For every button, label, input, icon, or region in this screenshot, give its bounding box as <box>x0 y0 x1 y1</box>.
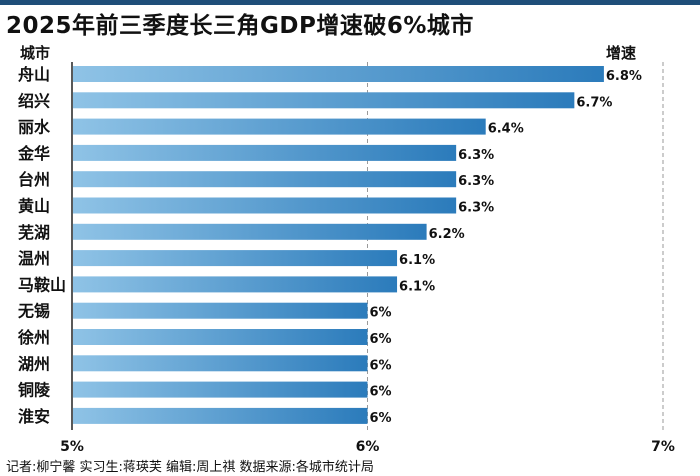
bar-4 <box>73 171 457 188</box>
x-tick-label-2: 7% <box>651 439 675 455</box>
credits-footer: 记者:柳宁馨 实习生:蒋瑛芙 编辑:周上祺 数据来源:各城市统计局 <box>6 460 374 475</box>
value-label-13: 6% <box>370 411 392 426</box>
category-label-6: 芜湖 <box>18 223 50 242</box>
bar-10 <box>73 329 368 345</box>
category-label-9: 无锡 <box>17 302 50 321</box>
x-tick-label-0: 5% <box>60 439 84 455</box>
category-label-5: 黄山 <box>18 197 50 216</box>
bar-7 <box>73 250 398 267</box>
top-accent-bar <box>0 0 700 5</box>
value-label-4: 6.3% <box>458 174 494 189</box>
bar-8 <box>73 276 398 293</box>
value-label-3: 6.3% <box>458 148 494 163</box>
value-label-8: 6.1% <box>399 279 435 294</box>
value-label-5: 6.3% <box>458 201 494 216</box>
x-tick-label-1: 6% <box>356 439 380 455</box>
value-label-9: 6% <box>370 306 392 321</box>
value-label-1: 6.7% <box>576 95 612 110</box>
category-label-0: 舟山 <box>18 65 50 84</box>
bar-9 <box>73 302 368 319</box>
bar-6 <box>73 223 427 240</box>
category-label-11: 湖州 <box>18 354 50 373</box>
y-axis-header: 城市 <box>20 44 51 62</box>
value-label-11: 6% <box>370 358 392 373</box>
value-label-12: 6% <box>370 385 392 400</box>
category-label-10: 徐州 <box>17 328 50 347</box>
x-axis-header: 增速 <box>606 44 637 62</box>
bar-12 <box>73 381 368 398</box>
category-label-2: 丽水 <box>18 118 51 137</box>
bar-13 <box>73 407 368 424</box>
value-label-7: 6.1% <box>399 253 435 268</box>
bar-5 <box>73 197 457 214</box>
bar-0 <box>73 66 604 82</box>
category-label-13: 淮安 <box>18 407 50 426</box>
bar-11 <box>73 355 368 372</box>
value-label-0: 6.8% <box>606 69 642 84</box>
chart-title: 2025年前三季度长三角GDP增速破6%城市 <box>6 13 474 39</box>
category-label-3: 金华 <box>17 144 50 163</box>
category-label-4: 台州 <box>18 170 50 189</box>
value-label-10: 6% <box>370 332 392 347</box>
category-label-8: 马鞍山 <box>18 275 66 294</box>
bar-2 <box>73 118 486 135</box>
bar-3 <box>73 144 457 161</box>
value-label-2: 6.4% <box>488 122 524 137</box>
value-label-6: 6.2% <box>429 227 465 242</box>
bar-1 <box>73 92 575 109</box>
category-label-1: 绍兴 <box>18 91 50 110</box>
category-label-7: 温州 <box>17 249 50 268</box>
category-label-12: 铜陵 <box>18 381 51 400</box>
